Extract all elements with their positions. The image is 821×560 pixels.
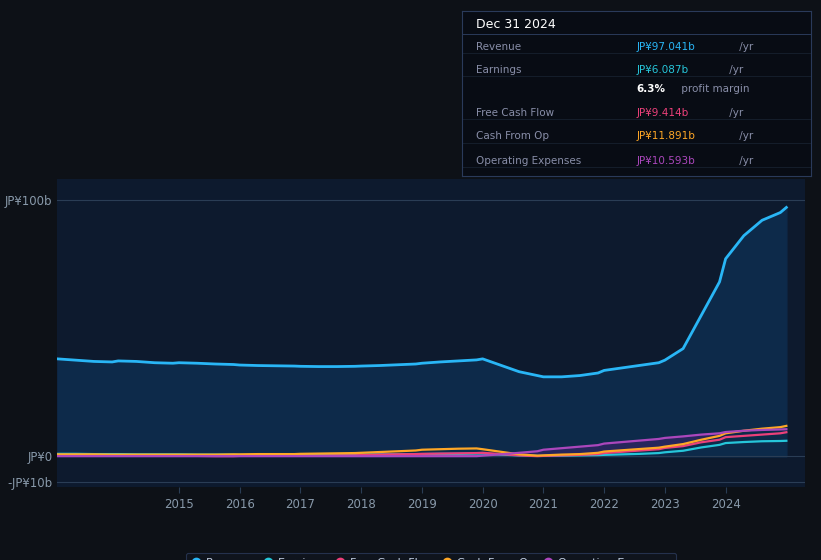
Text: Earnings: Earnings: [476, 65, 521, 75]
Text: Operating Expenses: Operating Expenses: [476, 156, 581, 166]
Text: profit margin: profit margin: [677, 84, 749, 94]
Text: /yr: /yr: [736, 131, 754, 141]
Text: /yr: /yr: [736, 42, 754, 52]
Text: Revenue: Revenue: [476, 42, 521, 52]
Text: JP¥10.593b: JP¥10.593b: [637, 156, 695, 166]
Text: /yr: /yr: [727, 65, 744, 75]
Text: Dec 31 2024: Dec 31 2024: [476, 18, 556, 31]
Text: /yr: /yr: [727, 108, 744, 118]
Text: 6.3%: 6.3%: [637, 84, 666, 94]
Text: /yr: /yr: [736, 156, 754, 166]
Text: Free Cash Flow: Free Cash Flow: [476, 108, 554, 118]
Text: Cash From Op: Cash From Op: [476, 131, 549, 141]
Legend: Revenue, Earnings, Free Cash Flow, Cash From Op, Operating Expenses: Revenue, Earnings, Free Cash Flow, Cash …: [186, 553, 676, 560]
Text: JP¥11.891b: JP¥11.891b: [637, 131, 695, 141]
Text: JP¥6.087b: JP¥6.087b: [637, 65, 689, 75]
Text: JP¥97.041b: JP¥97.041b: [637, 42, 695, 52]
Text: JP¥9.414b: JP¥9.414b: [637, 108, 689, 118]
